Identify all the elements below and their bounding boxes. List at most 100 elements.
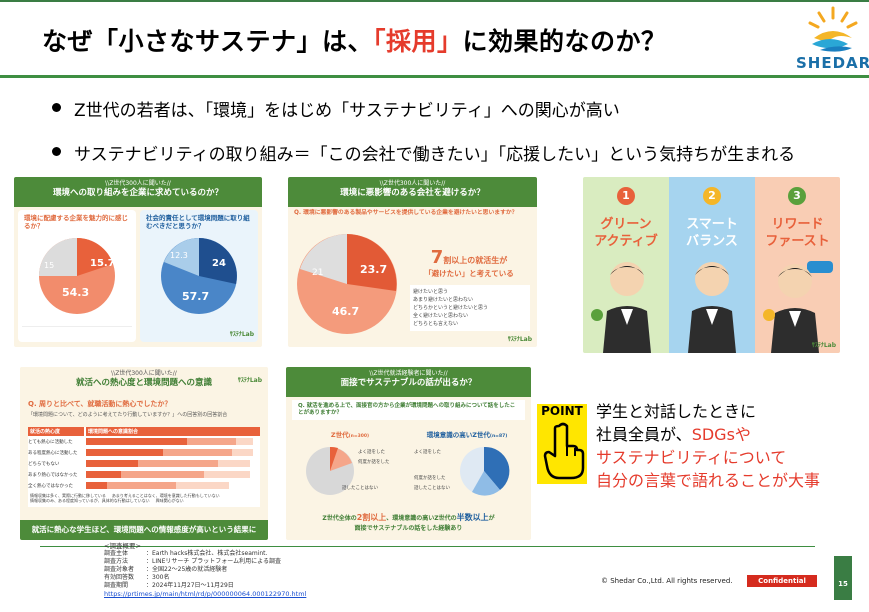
callout-line-b: 「避けたい」と考えている (424, 269, 514, 278)
bullet-item: サステナビリティの取り組み＝「この会社で働きたい」「応援したい」という気持ちが生… (52, 140, 795, 165)
bar-row: とても熱心に活動した (28, 436, 260, 447)
type-number-badge: 2 (703, 187, 721, 205)
point-line2b: SDGsや (691, 425, 751, 444)
top-accent-line (0, 0, 869, 2)
panel-title: 環境への取り組みを企業に求めているのか？ (52, 187, 223, 198)
right-pie-chart: 24 57.7 12.3 (161, 238, 237, 314)
left-donut-chart: よく話をした 何度か話をした 話したことはない (306, 446, 390, 495)
panel-question: Q. 就活を進める上で、面接官の方から企業が環境問題への取り組みについて話をした… (292, 400, 525, 421)
panel-header: \\Z世代300人に聞いた// 環境への取り組みを企業に求めているのか？ (14, 177, 262, 207)
conclusion-f: 面接でサステナブルの話をした経験あり (354, 525, 463, 532)
bullet-list: Z世代の若者は、「環境」をはじめ「サステナビリティ」への関心が高い サステナビリ… (52, 96, 795, 184)
legend-item: 全く避けたいと思わない (413, 313, 469, 319)
type-number-badge: 3 (788, 187, 806, 205)
group-label: Z世代 (330, 431, 349, 439)
type-label-line1: グリーン (600, 217, 652, 232)
donut-legend: よく話をした (358, 448, 385, 455)
survey-panel-avoid: \\Z世代300人に聞いた// 環境に悪影響のある会社を避けるか？ Q. 環境に… (288, 177, 537, 347)
panel-brand: ｻｽﾃﾅLab (229, 331, 254, 338)
avoid-legend: 避けたいと思う あまり避けたいと思わない どちらかというと避けたいと思う 全く避… (410, 285, 530, 331)
type-label-line2: アクティブ (594, 234, 658, 249)
right-donut-group: 環境意識の高いZ世代(n=87) よく話をした 何度か話をした 話したことはない (410, 429, 524, 499)
type-label-line1: リワード (771, 217, 824, 232)
right-donut-chart: よく話をした 何度か話をした 話したことはない (414, 446, 510, 496)
page-number: 15 (834, 556, 852, 600)
column-header: 就活の熱心度 (28, 427, 84, 436)
bar-row-label: ある程度熱心に活動した (28, 450, 78, 456)
bar-row: あまり熱心ではなかった (28, 469, 260, 480)
bar-row: ある程度熱心に活動した (28, 447, 260, 458)
legend-item: 避けたいと思う (413, 289, 449, 295)
left-pie-chart: 15.7 54.3 15 (39, 238, 115, 314)
student-figure-icon (763, 261, 833, 353)
right-pie-label: 57.7 (182, 290, 209, 303)
right-half: 社会的責任として環境問題に取り組むべきだと思うか？ 24 57.7 12.3 ｻ… (140, 210, 258, 342)
point-label: POINT (541, 404, 583, 418)
right-question: 社会的責任として環境問題に取り組むべきだと思うか？ (146, 214, 250, 231)
panel-conclusion: Z世代全体の2割以上、環境意識の高いZ世代の半数以上が 面接でサステナブルの話を… (286, 513, 531, 534)
donut-legend: よく話をした (414, 448, 441, 455)
panel-header: \\Z世代就活経験者に聞いた// 面接でサステナブルの話が出るか？ (286, 367, 531, 397)
right-pie-label: 24 (212, 258, 226, 269)
student-figure-icon (591, 262, 651, 353)
donut-legend: 何度か話をした (358, 458, 390, 465)
avoid-pie-label: 23.7 (360, 263, 387, 276)
right-pie-label: 12.3 (170, 251, 188, 260)
panel-header: \\Z世代300人に聞いた// 環境に悪影響のある会社を避けるか？ (288, 177, 537, 207)
panel-brand: ｻｽﾃﾅLab (507, 336, 532, 343)
survey-source-link[interactable]: https://prtimes.jp/main/html/rd/p/000000… (104, 590, 307, 598)
panel-title: 環境に悪影響のある会社を避けるか？ (340, 187, 485, 198)
avoid-pie-chart: 23.7 46.7 21 (297, 234, 397, 334)
bar-row-label: あまり熱心ではなかった (28, 472, 78, 478)
student-figure-icon (688, 262, 736, 353)
panel-kicker: \\Z世代300人に聞いた// (379, 180, 446, 187)
panel-brand: ｻｽﾃﾅLab (237, 377, 262, 384)
type-card-green: 1 グリーン アクティブ (583, 177, 669, 353)
left-pie-label: 15.7 (90, 258, 115, 269)
panel-question: Q. 周りと比べて、就職活動に熱心でしたか？ (28, 400, 172, 408)
column-header: 環境問題への意識割合 (86, 427, 260, 436)
shedar-logo-icon (808, 6, 858, 52)
panel-header: \\Z世代300人に聞いた// 就活への熱心度と環境問題への意識 (20, 367, 268, 397)
point-message: 学生と対話したときに 社員全員が、SDGsや サステナビリティについて 自分の言… (596, 400, 820, 492)
conclusion-c: 、環境意識の高いZ世代の (386, 515, 457, 522)
group-n: (n=87) (489, 434, 508, 439)
donut-legend: 話したことはない (414, 484, 450, 491)
panel-brand: ｻｽﾃﾅLab (811, 342, 836, 349)
footer-divider (40, 546, 815, 547)
type-label-line1: スマート (686, 217, 738, 232)
legend-item: あまり避けたいと思わない (413, 297, 474, 303)
type-number-badge: 1 (617, 187, 635, 205)
type-card-blue: 2 スマート バランス (669, 177, 755, 353)
legend-item: どちらとも言えない (413, 321, 459, 327)
survey-summary: <調査概要> 調査主体 ：Earth hacks株式会社、株式会社seamint.… (40, 540, 545, 598)
survey-row: 調査主体 ：Earth hacks株式会社、株式会社seamint. (104, 550, 268, 557)
bar-row-label: とても熱心に活動した (28, 439, 73, 445)
type-card-orange: 3 リワード ファースト ｻｽﾃﾅLab (755, 177, 840, 353)
conclusion-e: が (488, 515, 495, 522)
legend-item: どちらかというと避けたいと思う (413, 305, 489, 311)
donut-legend: 何度か話をした (414, 474, 446, 481)
pointing-hand-icon (543, 422, 585, 480)
survey-panel-enthusiasm: \\Z世代300人に聞いた// 就活への熱心度と環境問題への意識 Q. 周りと比… (20, 367, 268, 540)
panel-question: Q. 環境に悪影響のある製品やサービスを提供している企業を避けたいと思いますか？ (294, 210, 518, 216)
survey-panel-interview: \\Z世代就活経験者に聞いた// 面接でサステナブルの話が出るか？ Q. 就活を… (286, 367, 531, 540)
panel-kicker: \\Z世代300人に聞いた// (105, 180, 171, 187)
group-n: (n=300) (348, 434, 370, 439)
survey-header: <調査概要> (104, 542, 141, 550)
logo-text: SHEDAR (796, 54, 869, 72)
left-half: 環境に配慮する企業を魅力的に感じるか？ 15.7 54.3 15 (18, 210, 136, 342)
copyright-text: © Shedar Co.,Ltd. All rights reserved. (601, 577, 733, 585)
legend-item: あまり考えることはなく、環境を意識した行動もしていない (111, 493, 220, 498)
survey-row: 調査方法 ：LINEリサーチ プラットフォーム利用による調査 (104, 558, 281, 565)
title-divider (0, 75, 869, 78)
bar-area: 就活の熱心度 環境問題への意識割合 とても熱心に活動した ある程度熱心に活動した… (28, 427, 260, 507)
donut-legend: 話したことはない (342, 484, 378, 491)
title-part2: に効果的なのか？ (462, 27, 667, 56)
avoid-pie-label: 21 (312, 268, 323, 278)
bar-row-label: 全く熱心ではなかった (28, 483, 73, 489)
conclusion-b: 2割以上 (356, 513, 387, 522)
panel-footer-banner: 就活に熱心な学生ほど、環境問題への情報感度が高いという結果に (20, 520, 268, 540)
callout: 7割以上の就活生が 「避けたい」と考えている (406, 247, 532, 279)
